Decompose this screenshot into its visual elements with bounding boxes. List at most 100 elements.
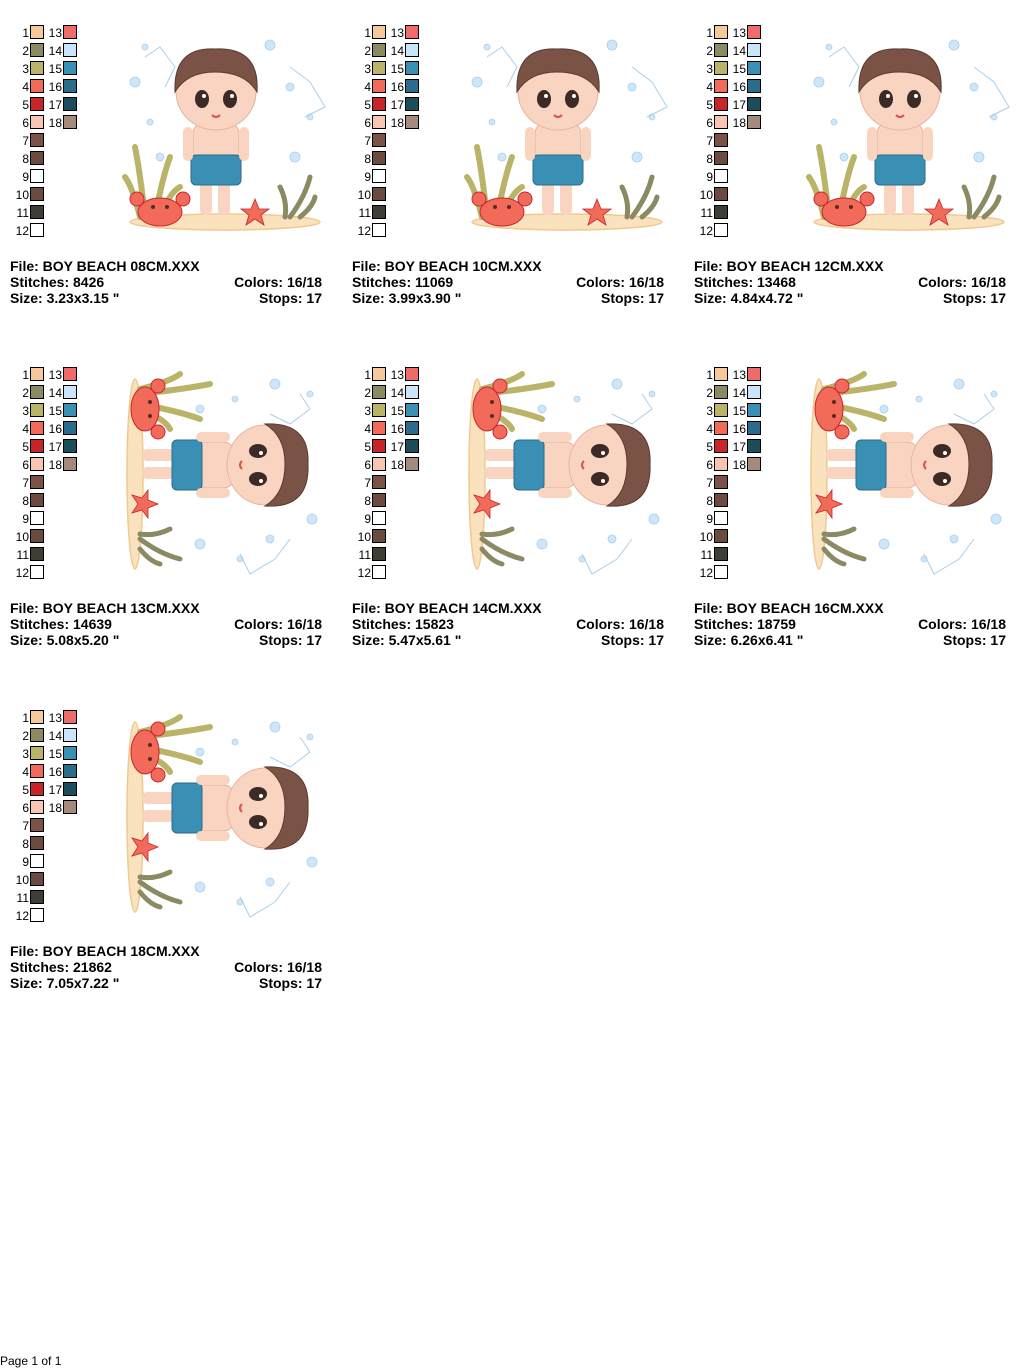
- constellation: [953, 393, 995, 425]
- color-swatch: [63, 385, 77, 399]
- legend-number: 6: [22, 458, 29, 472]
- legend-number: 7: [364, 134, 371, 148]
- legend-number: 10: [15, 530, 29, 544]
- constellation: [923, 538, 975, 575]
- color-swatch: [30, 205, 44, 219]
- color-swatch: [30, 565, 44, 579]
- starfish: [131, 831, 160, 863]
- color-swatch: [30, 746, 44, 760]
- boy: [516, 48, 600, 215]
- color-swatch: [714, 223, 728, 237]
- bubble: [611, 378, 623, 390]
- legend-number: 9: [706, 170, 713, 184]
- color-swatch: [372, 475, 386, 489]
- stitch-count: Stitches: 15823: [352, 616, 454, 632]
- legend-number: 8: [364, 152, 371, 166]
- legend-number: 10: [357, 188, 371, 202]
- seaweed-right: [821, 526, 867, 567]
- color-swatch: [714, 511, 728, 525]
- legend-number: 15: [732, 404, 746, 418]
- boy: [142, 423, 309, 507]
- color-swatch: [714, 565, 728, 579]
- color-count: Colors: 16/18: [234, 959, 322, 975]
- legend-number: 2: [364, 44, 371, 58]
- color-swatch: [405, 79, 419, 93]
- design-artwork: [468, 371, 660, 575]
- constellation: [486, 46, 518, 88]
- legend-number: 14: [390, 386, 404, 400]
- legend-number: 17: [48, 440, 62, 454]
- legend-number: 11: [16, 548, 29, 562]
- legend-number: 8: [22, 152, 29, 166]
- legend-number: 17: [390, 440, 404, 454]
- color-swatch: [30, 61, 44, 75]
- legend-number: 18: [48, 116, 62, 130]
- legend-number: 3: [22, 404, 29, 418]
- constellation: [289, 66, 326, 118]
- legend-number: 18: [48, 801, 62, 815]
- legend-number: 4: [706, 80, 713, 94]
- file-name: File: BOY BEACH 10CM.XXX: [352, 258, 542, 274]
- design-info: File: BOY BEACH 10CM.XXX Stitches: 11069…: [352, 258, 664, 306]
- boy: [174, 48, 258, 215]
- legend-number: 13: [732, 368, 746, 382]
- color-swatch: [714, 169, 728, 183]
- legend-number: 2: [364, 386, 371, 400]
- color-swatch: [63, 457, 77, 471]
- color-swatch: [30, 79, 44, 93]
- file-name: File: BOY BEACH 08CM.XXX: [10, 258, 200, 274]
- bubble: [289, 151, 301, 163]
- legend-number: 10: [15, 188, 29, 202]
- color-swatch: [405, 457, 419, 471]
- legend-number: 14: [390, 44, 404, 58]
- color-swatch: [747, 25, 761, 39]
- color-swatch: [372, 25, 386, 39]
- color-swatch: [63, 367, 77, 381]
- legend-number: 14: [48, 729, 62, 743]
- legend-number: 6: [364, 116, 371, 130]
- color-swatch: [63, 728, 77, 742]
- color-swatch: [30, 872, 44, 886]
- color-swatch: [372, 511, 386, 525]
- bubble: [953, 378, 965, 390]
- legend-number: 16: [390, 80, 404, 94]
- color-swatch: [372, 61, 386, 75]
- color-swatch: [372, 43, 386, 57]
- legend-number: 12: [699, 566, 713, 580]
- legend-number: 12: [15, 566, 29, 580]
- color-swatch: [63, 421, 77, 435]
- legend-number: 12: [357, 224, 371, 238]
- embroidery-preview: [457, 369, 677, 579]
- bubble: [813, 76, 825, 88]
- design-info: File: BOY BEACH 08CM.XXX Stitches: 8426 C…: [10, 258, 322, 306]
- color-swatch: [747, 97, 761, 111]
- legend-number: 1: [364, 26, 371, 40]
- starfish: [473, 488, 502, 520]
- bubble: [194, 538, 206, 550]
- color-swatch: [30, 764, 44, 778]
- legend-number: 5: [22, 98, 29, 112]
- legend-number: 18: [390, 458, 404, 472]
- bubble: [830, 118, 838, 126]
- legend-number: 17: [390, 98, 404, 112]
- legend-number: 5: [706, 98, 713, 112]
- legend-number: 16: [48, 80, 62, 94]
- bubble: [990, 513, 1002, 525]
- legend-number: 6: [364, 458, 371, 472]
- color-swatch: [30, 223, 44, 237]
- legend-number: 3: [22, 62, 29, 76]
- color-swatch: [30, 421, 44, 435]
- color-legend: 1 13 2 14 3 15 4 16 5 17 6 18 7 8 9 10 11 12: [699, 25, 761, 238]
- color-swatch: [30, 890, 44, 904]
- bubble: [825, 43, 833, 51]
- color-swatch: [714, 61, 728, 75]
- legend-number: 3: [364, 62, 371, 76]
- color-swatch: [714, 115, 728, 129]
- design-artwork: [126, 714, 318, 918]
- color-swatch: [714, 547, 728, 561]
- legend-number: 13: [732, 26, 746, 40]
- bubble: [607, 534, 617, 544]
- color-swatch: [30, 836, 44, 850]
- legend-number: 16: [732, 422, 746, 436]
- legend-number: 7: [706, 476, 713, 490]
